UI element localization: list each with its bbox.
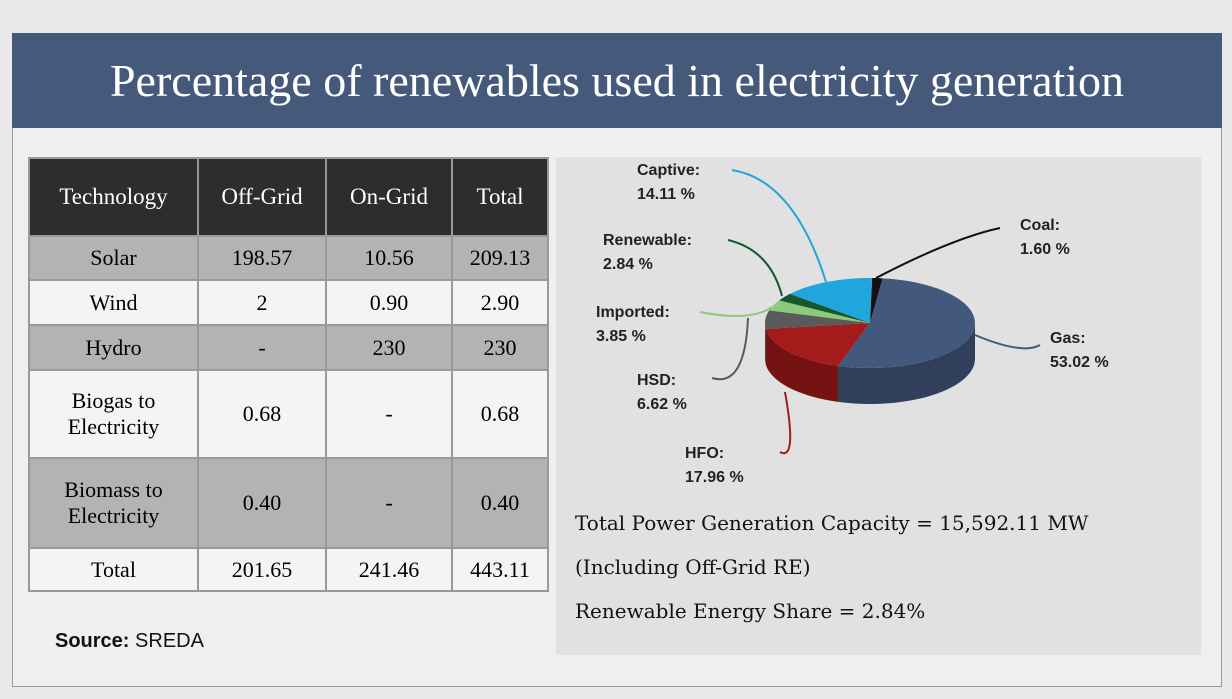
- pie-label: Renewable:: [603, 232, 692, 249]
- table-row: Hydro -230 230: [28, 324, 549, 371]
- table-cell: 0.40: [451, 457, 549, 549]
- pie-slice: [837, 278, 975, 368]
- table-cell: 443.11: [451, 547, 549, 592]
- note: (Including Off-Grid RE): [575, 555, 811, 579]
- chart-background: [556, 157, 1201, 655]
- table-cell: Total: [28, 547, 199, 592]
- table-cell: 10.56: [325, 235, 453, 281]
- header-cell: Off-Grid: [197, 157, 327, 237]
- pie-slice: [789, 278, 873, 323]
- header-row: Technology Off-Grid On-Grid Total: [28, 157, 549, 237]
- table: Technology Off-Grid On-Grid Total Solar 198.5…: [28, 157, 549, 592]
- pie-side: [837, 323, 975, 404]
- pie-label: Coal:: [1020, 217, 1060, 234]
- table-cell: Hydro: [28, 324, 199, 371]
- pie-side: [765, 323, 766, 365]
- pie-slice: [870, 278, 883, 323]
- table-cell: 2.90: [451, 279, 549, 326]
- table-cell: 201.65: [197, 547, 327, 592]
- pie-value-label: 17.96 %: [685, 469, 744, 486]
- table-cell: 241.46: [325, 547, 453, 592]
- leader-line: [699, 306, 773, 317]
- source-label: Source:: [55, 630, 130, 652]
- leader-line: [974, 334, 1041, 350]
- header-cell: Total: [451, 157, 549, 237]
- table-cell: 0.40: [197, 457, 327, 549]
- table-row: Biomass to Electricity 0.40-0.40: [28, 457, 549, 549]
- table-cell: -: [325, 457, 453, 549]
- header-cell: On-Grid: [325, 157, 453, 237]
- table-cell: Solar: [28, 235, 199, 281]
- pie-value-label: 3.85 %: [596, 328, 646, 345]
- table-cell: Biogas to Electricity: [28, 369, 199, 459]
- table-cell: 2: [197, 279, 327, 326]
- table-cell: 0.68: [197, 369, 327, 459]
- table-cell: -: [197, 324, 327, 371]
- pie-label: HFO:: [685, 445, 724, 462]
- table-cell: Wind: [28, 279, 199, 326]
- pie-value-label: 1.60 %: [1020, 241, 1070, 258]
- pie-label: Gas:: [1050, 330, 1086, 347]
- table-cell: 0.90: [325, 279, 453, 326]
- source-value: SREDA: [135, 630, 204, 652]
- pie-value-label: 6.62 %: [637, 396, 687, 413]
- pie-value-label: 53.02 %: [1050, 354, 1109, 371]
- header-cell: Technology: [28, 157, 199, 237]
- table-cell: 230: [451, 324, 549, 371]
- pie-label: HSD:: [637, 372, 676, 389]
- table-row: Solar 198.57 10.56 209.13: [28, 235, 549, 281]
- table-cell: 230: [325, 324, 453, 371]
- pie-slice: [765, 323, 870, 366]
- table-row: Total 201.65 241.46 443.11: [28, 547, 549, 592]
- table-row: Wind 2 0.90 2.90: [28, 279, 549, 326]
- note: Renewable Energy Share = 2.84%: [575, 599, 925, 623]
- pie-slice: [765, 310, 870, 329]
- pie-slice: [769, 300, 870, 323]
- leader-line: [779, 391, 792, 455]
- leader-line: [731, 169, 827, 283]
- pie-side: [765, 328, 838, 402]
- note: Total Power Generation Capacity = 15,592…: [575, 511, 1089, 535]
- pie-slice: [779, 293, 870, 323]
- leader-line: [711, 317, 749, 381]
- pie-label: Imported:: [596, 304, 670, 321]
- pie-label: Captive:: [637, 162, 700, 179]
- table-cell: 209.13: [451, 235, 549, 281]
- pie-value-label: 2.84 %: [603, 256, 653, 273]
- pie-value-label: 14.11 %: [637, 186, 695, 203]
- table-cell: -: [325, 369, 453, 459]
- source: Source: SREDA: [55, 630, 204, 653]
- title: Percentage of renewables used in electri…: [12, 33, 1222, 128]
- leader-line: [875, 227, 1001, 279]
- leader-line: [727, 239, 783, 297]
- pie-sides: [765, 323, 975, 404]
- table-cell: 0.68: [451, 369, 549, 459]
- table-cell: Biomass to Electricity: [28, 457, 199, 549]
- table-row: Biogas to Electricity 0.68-0.68: [28, 369, 549, 459]
- table-cell: 198.57: [197, 235, 327, 281]
